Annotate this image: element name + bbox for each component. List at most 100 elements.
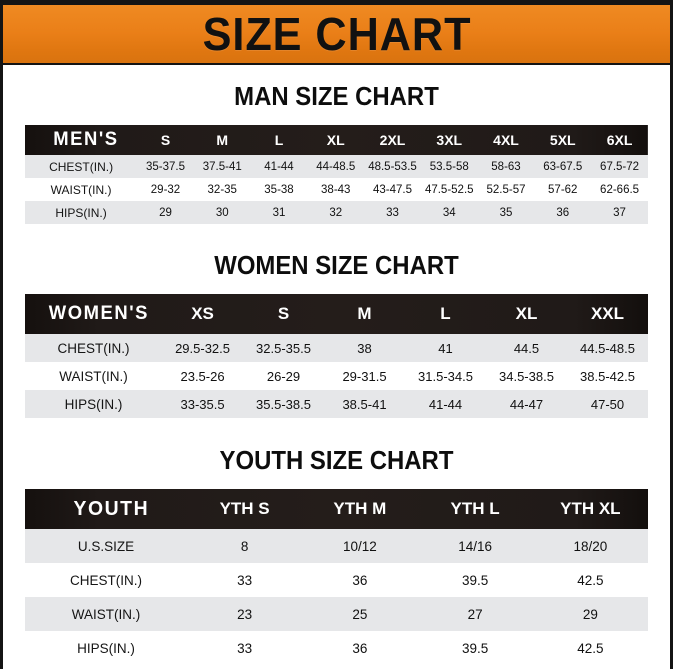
women-col-header-xl: XL	[515, 304, 538, 323]
women-col-header-xs: XS	[191, 304, 214, 323]
youth-waist-xl: 29	[582, 606, 598, 622]
man-chest-4xl: 58-63	[491, 160, 521, 173]
youth-col-header-m: YTH M	[333, 499, 387, 518]
youth-waist-s: 23	[237, 606, 253, 622]
man-size-table: MEN'S S M L XL 2XL 3XL 4XL 5XL 6XL CHEST…	[25, 125, 648, 224]
man-col-header-m: M	[216, 132, 229, 148]
table-row: CHEST(IN.) 33 36 39.5 42.5	[25, 563, 648, 597]
women-hips-m: 38.5-41	[342, 396, 387, 412]
women-col-header-m: M	[357, 304, 372, 323]
women-waist-s: 26-29	[266, 368, 301, 384]
women-waist-xxl: 38.5-42.5	[580, 368, 635, 384]
table-row: WAIST(IN.) 23.5-26 26-29 29-31.5 31.5-34…	[25, 362, 648, 390]
man-col-header-4xl: 4XL	[493, 132, 519, 148]
table-row: HIPS(IN.) 33-35.5 35.5-38.5 38.5-41 41-4…	[25, 390, 648, 418]
youth-row-label-hips: HIPS(IN.)	[77, 640, 135, 656]
man-waist-3xl: 47.5-52.5	[424, 183, 474, 196]
man-chest-6xl: 67.5-72	[600, 160, 640, 173]
man-hips-2xl: 33	[386, 206, 399, 219]
women-row-label-chest: CHEST(IN.)	[57, 340, 130, 356]
women-waist-xl: 34.5-38.5	[499, 368, 554, 384]
man-row-label-hips: HIPS(IN.)	[55, 205, 107, 220]
man-hips-l: 31	[272, 206, 286, 219]
table-header-row: WOMEN'S XS S M L XL XXL	[25, 294, 648, 334]
man-col-header-xl: XL	[326, 132, 345, 148]
women-row-label-hips: HIPS(IN.)	[64, 396, 123, 412]
youth-row-label-ussize: U.S.SIZE	[77, 538, 135, 554]
youth-col-header-l: YTH L	[450, 499, 500, 518]
table-row: WAIST(IN.) 29-32 32-35 35-38 38-43 43-47…	[25, 178, 648, 201]
youth-ussize-s: 8	[240, 538, 249, 554]
women-chest-xxl: 44.5-48.5	[580, 340, 635, 356]
youth-chest-l: 39.5	[461, 572, 489, 588]
man-hips-s: 29	[159, 206, 172, 219]
youth-hips-m: 36	[352, 640, 368, 656]
youth-col-header-xl: YTH XL	[560, 499, 621, 518]
women-chest-l: 41	[438, 340, 453, 356]
youth-ussize-l: 14/16	[458, 538, 492, 554]
women-size-table: WOMEN'S XS S M L XL XXL CHEST(IN.) 29.5-…	[25, 294, 648, 418]
women-chest-xl: 44.5	[513, 340, 540, 356]
women-hips-xxl: 47-50	[590, 396, 625, 412]
man-waist-xl: 38-43	[321, 183, 351, 196]
youth-row-label-waist: WAIST(IN.)	[71, 606, 141, 622]
man-size-chart: MEN'S S M L XL 2XL 3XL 4XL 5XL 6XL CHEST…	[3, 125, 670, 224]
man-col-header-3xl: 3XL	[436, 132, 463, 148]
man-row-label-chest: CHEST(IN.)	[49, 159, 114, 174]
table-row: CHEST(IN.) 35-37.5 37.5-41 41-44 44-48.5…	[25, 155, 648, 178]
youth-waist-m: 25	[352, 606, 368, 622]
women-waist-m: 29-31.5	[342, 368, 387, 384]
women-row-label-waist: WAIST(IN.)	[59, 368, 128, 384]
man-col-header-6xl: 6XL	[606, 132, 633, 148]
women-size-chart: WOMEN'S XS S M L XL XXL CHEST(IN.) 29.5-…	[3, 294, 670, 418]
youth-hips-l: 39.5	[461, 640, 489, 656]
man-chest-s: 35-37.5	[145, 160, 185, 173]
man-col-header-5xl: 5XL	[549, 132, 576, 148]
man-hips-m: 30	[215, 206, 229, 219]
man-corner-label: MEN'S	[53, 129, 119, 150]
man-hips-3xl: 34	[442, 206, 456, 219]
women-chest-xs: 29.5-32.5	[175, 340, 230, 356]
women-waist-l: 31.5-34.5	[418, 368, 473, 384]
page-title: SIZE CHART	[202, 8, 471, 60]
man-waist-5xl: 57-62	[548, 183, 578, 196]
women-table-body: CHEST(IN.) 29.5-32.5 32.5-35.5 38 41 44.…	[25, 334, 648, 418]
women-corner-label: WOMEN'S	[48, 303, 149, 324]
man-hips-4xl: 35	[499, 206, 513, 219]
women-waist-xs: 23.5-26	[180, 368, 225, 384]
women-col-header-s: S	[277, 304, 290, 323]
youth-chest-m: 36	[352, 572, 368, 588]
women-hips-xs: 33-35.5	[180, 396, 225, 412]
man-row-label-waist: WAIST(IN.)	[50, 182, 112, 197]
man-waist-m: 32-35	[207, 183, 237, 196]
table-header-row: MEN'S S M L XL 2XL 3XL 4XL 5XL 6XL	[25, 125, 648, 155]
section-title-man: MAN SIZE CHART	[234, 81, 439, 111]
man-chest-3xl: 53.5-58	[429, 160, 469, 173]
man-waist-4xl: 52.5-57	[486, 183, 526, 196]
table-row: HIPS(IN.) 33 36 39.5 42.5	[25, 631, 648, 665]
man-col-header-l: L	[274, 132, 284, 148]
table-row: U.S.SIZE 8 10/12 14/16 18/20	[25, 529, 648, 563]
man-hips-6xl: 37	[613, 206, 626, 219]
man-hips-xl: 32	[329, 206, 343, 219]
man-col-header-2xl: 2XL	[379, 132, 406, 148]
top-black-strip	[3, 0, 670, 5]
women-col-header-xxl: XXL	[590, 304, 625, 323]
youth-hips-xl: 42.5	[577, 640, 604, 656]
man-chest-xl: 44-48.5	[316, 160, 356, 173]
man-col-header-s: S	[160, 132, 171, 148]
table-row: HIPS(IN.) 29 30 31 32 33 34 35 36 37	[25, 201, 648, 224]
women-hips-l: 41-44	[428, 396, 463, 412]
section-title-youth: YOUTH SIZE CHART	[219, 445, 454, 475]
man-table-body: CHEST(IN.) 35-37.5 37.5-41 41-44 44-48.5…	[25, 155, 648, 224]
youth-waist-l: 27	[467, 606, 483, 622]
page-banner: SIZE CHART	[3, 5, 670, 65]
youth-chest-xl: 42.5	[577, 572, 604, 588]
youth-ussize-xl: 18/20	[573, 538, 608, 554]
youth-table-header: YOUTH YTH S YTH M YTH L YTH XL	[25, 489, 648, 529]
women-chest-s: 32.5-35.5	[256, 340, 311, 356]
man-chest-2xl: 48.5-53.5	[368, 160, 417, 173]
man-table-header: MEN'S S M L XL 2XL 3XL 4XL 5XL 6XL	[25, 125, 648, 155]
man-waist-2xl: 43-47.5	[372, 183, 412, 196]
